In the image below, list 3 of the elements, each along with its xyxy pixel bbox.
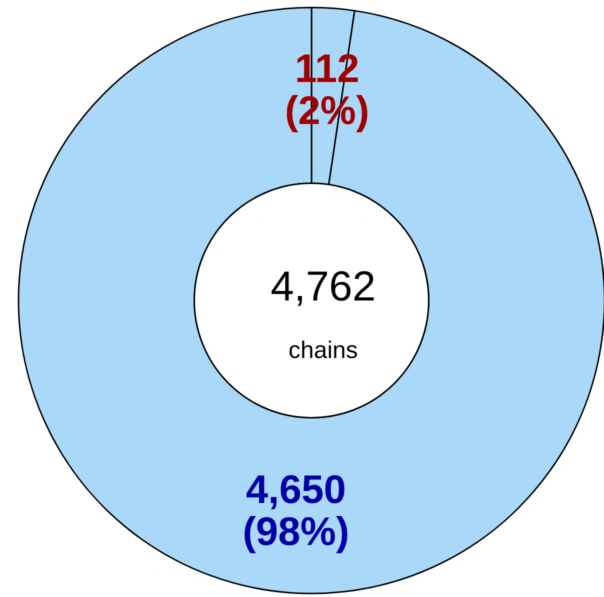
text: chains [288, 336, 358, 364]
text: 4,762 [270, 262, 376, 310]
data-label: 4,650 (98%) [242, 468, 350, 554]
